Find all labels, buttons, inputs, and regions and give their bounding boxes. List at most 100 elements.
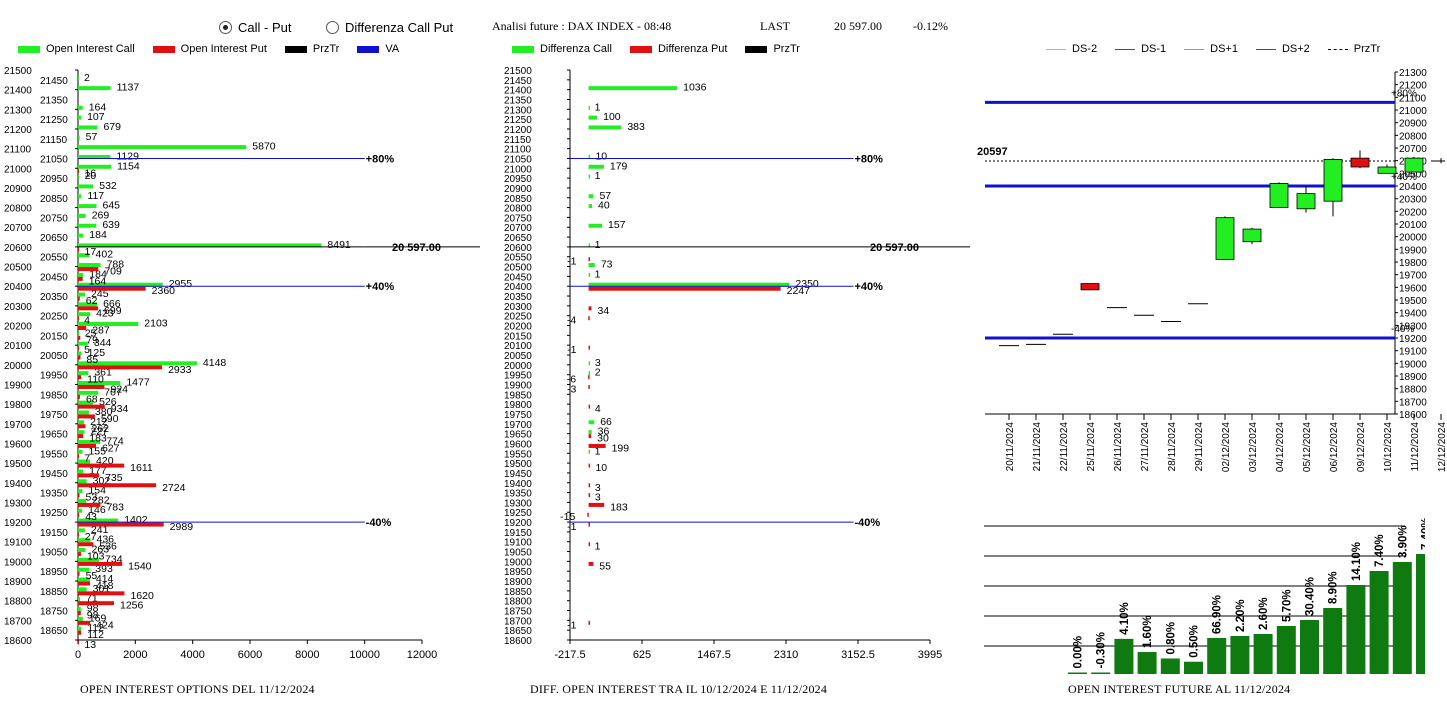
y-tick-label: 19700 bbox=[4, 420, 32, 431]
put-bar bbox=[78, 552, 81, 557]
put-value-label: 1540 bbox=[128, 560, 152, 572]
level-label: 20 597.00 bbox=[870, 242, 919, 254]
put-bar bbox=[78, 581, 90, 586]
y-tick-label: 18600 bbox=[1399, 410, 1427, 421]
put-diff-label: 3 bbox=[595, 482, 601, 494]
put-value-label: 43 bbox=[85, 511, 97, 523]
put-diff-label: -6 bbox=[567, 374, 576, 386]
y-tick-label: 19950 bbox=[504, 371, 532, 382]
y-tick-label: 19400 bbox=[4, 479, 32, 490]
y-tick-label: 21100 bbox=[504, 145, 532, 156]
call-value-label: 117 bbox=[87, 190, 104, 202]
call-bar bbox=[78, 577, 90, 582]
oi-future-label: 2.20% bbox=[1235, 599, 1247, 632]
call-value-label: 212 bbox=[90, 416, 108, 428]
call-bar bbox=[78, 361, 197, 366]
call-diff-label: 1 bbox=[595, 239, 601, 251]
x-tick-label: 05/12/2024 bbox=[1302, 422, 1313, 472]
legend-label: Open Interest Call bbox=[46, 43, 135, 55]
y-tick-label: 19450 bbox=[504, 469, 532, 480]
y-tick-label: 20650 bbox=[40, 233, 68, 244]
y-tick-label: 20750 bbox=[504, 213, 532, 224]
put-diff-bar bbox=[588, 316, 590, 321]
swatch-black-icon bbox=[745, 45, 768, 53]
y-tick-label: 20250 bbox=[40, 312, 68, 323]
level-label: +40% bbox=[1391, 172, 1417, 183]
oi-future-bar bbox=[1137, 652, 1157, 674]
put-diff-label: -1 bbox=[567, 619, 576, 631]
call-value-label: 155 bbox=[88, 445, 106, 457]
y-tick-label: 20200 bbox=[4, 322, 32, 333]
x-tick-label: 11/12/2024 bbox=[1410, 422, 1421, 472]
call-bar bbox=[78, 469, 84, 474]
call-bar bbox=[78, 272, 84, 277]
call-value-label: 169 bbox=[89, 612, 107, 624]
call-value-label: 414 bbox=[96, 573, 114, 585]
call-bar bbox=[78, 292, 86, 297]
put-diff-label: 55 bbox=[599, 560, 611, 572]
put-diff-label: -1 bbox=[567, 344, 576, 356]
x-tick-label: 0 bbox=[75, 649, 81, 661]
oi-future-label: 30.40% bbox=[1305, 577, 1317, 616]
y-tick-label: 19700 bbox=[504, 420, 532, 431]
call-diff-bar bbox=[588, 371, 591, 376]
put-bar bbox=[78, 404, 105, 409]
call-value-label: 245 bbox=[91, 288, 109, 300]
call-diff-label: 40 bbox=[598, 200, 610, 212]
x-tick-label: 10000 bbox=[349, 649, 380, 661]
put-diff-bar bbox=[588, 483, 591, 488]
put-diff-bar bbox=[588, 443, 606, 448]
y-tick-label: 20500 bbox=[504, 263, 532, 274]
call-bar bbox=[78, 587, 87, 592]
radio-call-put[interactable]: Call - Put bbox=[219, 20, 291, 35]
y-tick-label: 19400 bbox=[1399, 309, 1427, 320]
x-tick-label: 1467.5 bbox=[697, 649, 731, 661]
put-bar bbox=[78, 611, 81, 616]
put-value-label: 709 bbox=[104, 266, 122, 278]
oi-future-label: 3.90% bbox=[1397, 525, 1409, 558]
radio-unselected-icon[interactable] bbox=[326, 21, 339, 34]
call-diff-bar bbox=[588, 86, 678, 91]
put-value-label: 924 bbox=[110, 383, 128, 395]
y-tick-label: 19800 bbox=[504, 400, 532, 411]
y-tick-label: 19500 bbox=[4, 459, 32, 470]
oi-future-bar bbox=[1369, 571, 1389, 674]
level-label: -40% bbox=[855, 517, 881, 529]
y-tick-label: 20500 bbox=[1399, 169, 1427, 180]
put-value-label: 16 bbox=[84, 167, 96, 179]
y-tick-label: 20300 bbox=[4, 302, 32, 313]
y-tick-label: 20700 bbox=[504, 223, 532, 234]
call-value-label: 269 bbox=[92, 209, 110, 221]
call-diff-bar bbox=[588, 263, 595, 268]
radio-selected-icon[interactable] bbox=[219, 21, 232, 34]
y-tick-label: 20400 bbox=[4, 282, 32, 293]
swatch-blue-icon bbox=[357, 45, 380, 53]
y-tick-label: 21500 bbox=[4, 66, 32, 77]
call-diff-bar bbox=[588, 449, 591, 454]
level-label: +40% bbox=[366, 281, 395, 293]
call-bar bbox=[78, 489, 83, 494]
x-tick-label: 3995 bbox=[918, 649, 942, 661]
put-bar bbox=[78, 571, 80, 576]
call-value-label: 707 bbox=[104, 386, 122, 398]
y-tick-label: 20650 bbox=[504, 233, 532, 244]
swatch-green-icon bbox=[18, 45, 40, 53]
y-tick-label: 18900 bbox=[1399, 372, 1427, 383]
y-tick-label: 21200 bbox=[4, 125, 32, 136]
put-bar bbox=[78, 640, 79, 645]
radio-differenza[interactable]: Differenza Call Put bbox=[326, 20, 453, 35]
oi-future-label: 7.40% bbox=[1421, 517, 1426, 550]
put-bar bbox=[78, 316, 79, 321]
x-tick-label: 10/12/2024 bbox=[1383, 422, 1394, 472]
swatch-green-icon bbox=[512, 45, 534, 53]
put-value-label: 262 bbox=[92, 423, 110, 435]
y-tick-label: 20500 bbox=[4, 263, 32, 274]
put-bar bbox=[78, 630, 82, 635]
put-value-label: 1256 bbox=[120, 600, 144, 612]
put-bar bbox=[78, 512, 80, 517]
y-tick-label: 20000 bbox=[4, 361, 32, 372]
put-value-label: 13 bbox=[84, 639, 96, 651]
put-bar bbox=[78, 424, 86, 429]
y-tick-label: 20400 bbox=[504, 282, 532, 293]
call-diff-label: 179 bbox=[610, 160, 628, 172]
